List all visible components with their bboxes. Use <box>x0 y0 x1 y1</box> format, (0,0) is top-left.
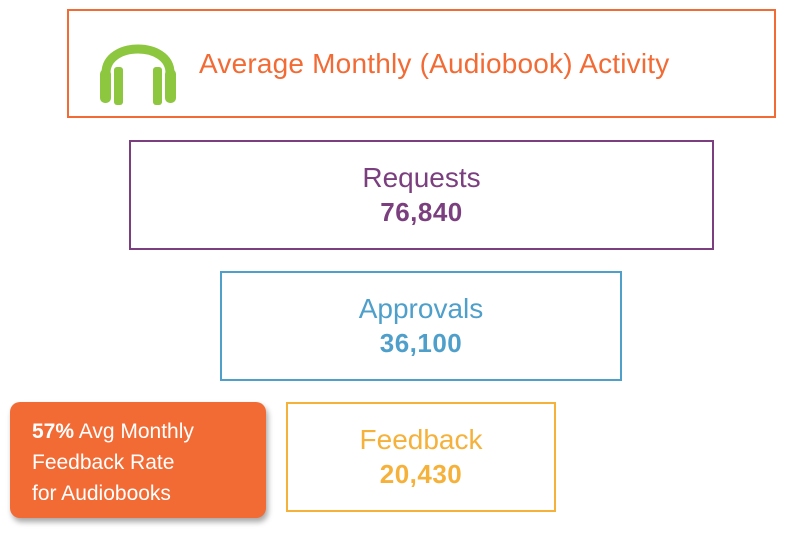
stage-label: Feedback <box>359 424 483 455</box>
header-panel: Average Monthly (Audiobook) Activity <box>67 9 776 118</box>
callout-line-1: 57% Avg Monthly <box>32 416 252 447</box>
stage-value: 20,430 <box>379 459 463 489</box>
stage-label: Requests <box>362 162 481 193</box>
stage-label: Approvals <box>358 293 484 324</box>
stage-value: 36,100 <box>379 328 463 358</box>
callout-percent: 57% <box>32 420 75 443</box>
callout-line-3: for Audiobooks <box>32 482 171 505</box>
callout-text: Avg Monthly <box>74 420 194 443</box>
callout-line-2: Feedback Rate <box>32 451 175 474</box>
stage-value: 76,840 <box>380 197 463 227</box>
stage-requests: Requests 76,840 <box>129 140 714 250</box>
feedback-rate-callout: 57% Avg Monthly Feedback Rate for Audiob… <box>10 402 266 518</box>
stage-approvals: Approvals 36,100 <box>220 271 622 381</box>
page-title: Average Monthly (Audiobook) Activity <box>199 47 670 79</box>
headphones-icon <box>100 44 176 105</box>
stage-feedback: Feedback 20,430 <box>286 402 556 512</box>
